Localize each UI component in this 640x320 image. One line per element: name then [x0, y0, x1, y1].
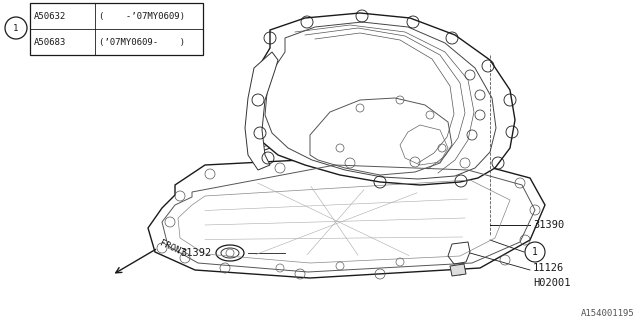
Text: 1: 1 [13, 23, 19, 33]
Text: 31392: 31392 [180, 248, 211, 258]
Text: 1: 1 [532, 247, 538, 257]
Text: A50632: A50632 [34, 12, 67, 20]
Text: (’07MY0609-    ): (’07MY0609- ) [99, 37, 185, 46]
Polygon shape [450, 264, 466, 276]
Text: A50683: A50683 [34, 37, 67, 46]
Text: H02001: H02001 [533, 278, 570, 288]
Polygon shape [245, 52, 278, 170]
Text: A154001195: A154001195 [581, 308, 635, 317]
Text: 31390: 31390 [533, 220, 564, 230]
Polygon shape [250, 13, 515, 185]
Polygon shape [148, 158, 545, 278]
Text: 11126: 11126 [533, 263, 564, 273]
Polygon shape [30, 3, 203, 55]
Text: (    -’07MY0609): ( -’07MY0609) [99, 12, 185, 20]
Text: FRONT: FRONT [158, 239, 186, 259]
